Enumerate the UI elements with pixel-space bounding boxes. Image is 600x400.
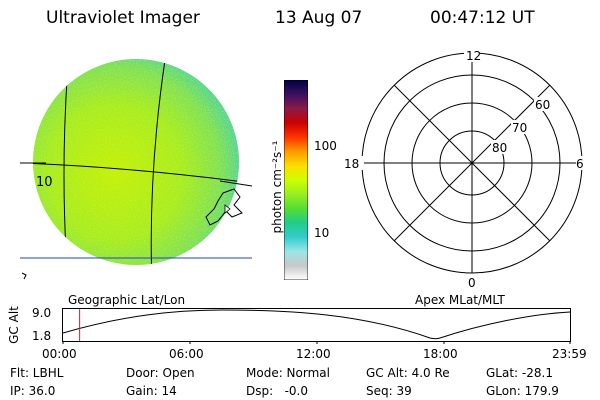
altitude-y-bottom: 1.8 xyxy=(32,329,52,343)
altitude-ylabel: GC Alt xyxy=(7,306,21,344)
globe-marker-text: 10 xyxy=(36,175,53,190)
globe-projection-label: Geographic Lat/Lon xyxy=(68,293,186,307)
info-door: Door: Open xyxy=(126,366,195,380)
info-glat: GLat: -28.1 xyxy=(486,366,553,380)
info-gain: Gain: 14 xyxy=(126,384,177,398)
colorbar-tick-100: 100 xyxy=(314,139,337,153)
colorbar xyxy=(284,80,308,280)
colorbar-unit-label: photon cm⁻²s⁻¹ xyxy=(270,140,284,234)
mlat-80-label: 80 xyxy=(492,141,507,155)
polar-plot: 12 18 6 0 60 70 80 xyxy=(342,48,588,288)
x-tick-1200: 12:00 xyxy=(296,347,331,361)
info-mode: Mode: Normal xyxy=(246,366,330,380)
info-dsp: Dsp: -0.0 xyxy=(246,384,309,398)
altitude-curve xyxy=(62,309,571,340)
x-tick-0000: 00:00 xyxy=(42,347,77,361)
header-date: 13 Aug 07 xyxy=(275,8,363,28)
info-gc-alt: GC Alt: 4.0 Re xyxy=(366,366,450,380)
altitude-y-top: 9.0 xyxy=(32,306,52,320)
mlt-6-label: 6 xyxy=(576,157,584,171)
altitude-plot xyxy=(62,308,571,344)
mlt-18-label: 18 xyxy=(344,157,359,171)
info-glon: GLon: 179.9 xyxy=(486,384,559,398)
mlat-70-label: 70 xyxy=(512,121,527,135)
info-filter: Flt: LBHL xyxy=(10,366,64,380)
colorbar-tick-10: 10 xyxy=(314,226,330,240)
x-tick-0600: 06:00 xyxy=(169,347,204,361)
app-title: Ultraviolet Imager xyxy=(46,8,200,28)
polar-projection-label: Apex MLat/MLT xyxy=(415,293,505,307)
mlt-12-label: 12 xyxy=(466,49,481,63)
x-tick-1800: 18:00 xyxy=(423,347,458,361)
uv-globe-image: 10 xyxy=(20,59,252,280)
info-seq: Seq: 39 xyxy=(366,384,412,398)
header-time: 00:47:12 UT xyxy=(430,8,535,28)
mlt-0-label: 0 xyxy=(468,276,476,288)
info-ip: IP: 36.0 xyxy=(10,384,56,398)
x-tick-2359: 23:59 xyxy=(552,347,587,361)
mlat-60-label: 60 xyxy=(535,98,550,112)
